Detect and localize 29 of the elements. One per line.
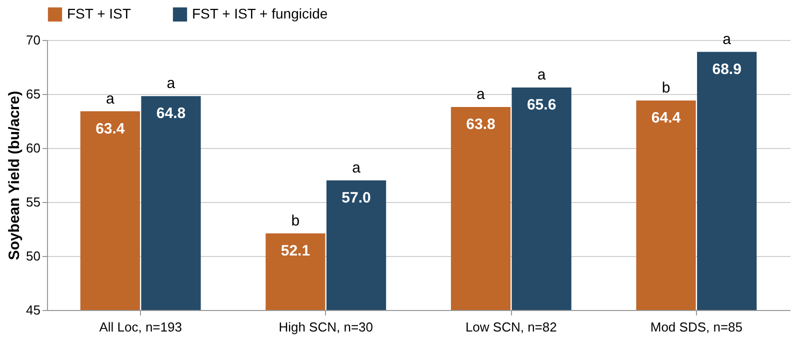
y-tick-label: 50 — [26, 248, 40, 264]
y-axis-title: Soybean Yield (bu/acre) — [6, 90, 24, 260]
data-label: 64.8 — [156, 105, 186, 122]
y-tick-label: 55 — [26, 194, 40, 210]
x-tick-label: High SCN, n=30 — [278, 320, 374, 334]
data-label: 64.4 — [651, 109, 682, 126]
data-label: 63.8 — [466, 116, 496, 133]
annotation: a — [166, 75, 176, 92]
data-label: 63.4 — [96, 120, 126, 138]
data-label: 68.9 — [712, 60, 742, 78]
annotation: b — [662, 79, 670, 96]
y-tick-label: 45 — [26, 302, 40, 318]
x-tick-label: All Loc, n=193 — [99, 320, 182, 334]
data-label: 52.1 — [280, 242, 310, 260]
data-label: 57.0 — [342, 189, 371, 206]
annotation: b — [291, 212, 300, 230]
legend-label: FST + IST + fungicide — [192, 5, 328, 22]
annotation: a — [476, 86, 486, 103]
y-tick-label: 70 — [26, 32, 40, 48]
data-label: 65.6 — [526, 96, 556, 114]
y-tick-label: 65 — [26, 86, 40, 102]
legend-label: FST + IST — [67, 5, 132, 22]
x-tick-label: Mod SDS, n=85 — [650, 320, 742, 334]
annotation: a — [537, 66, 546, 84]
annotation: a — [352, 159, 362, 176]
annotation: a — [722, 30, 732, 48]
y-tick-label: 60 — [26, 140, 40, 156]
x-tick-label: Low SCN, n=82 — [465, 320, 557, 334]
annotation: a — [106, 90, 115, 108]
